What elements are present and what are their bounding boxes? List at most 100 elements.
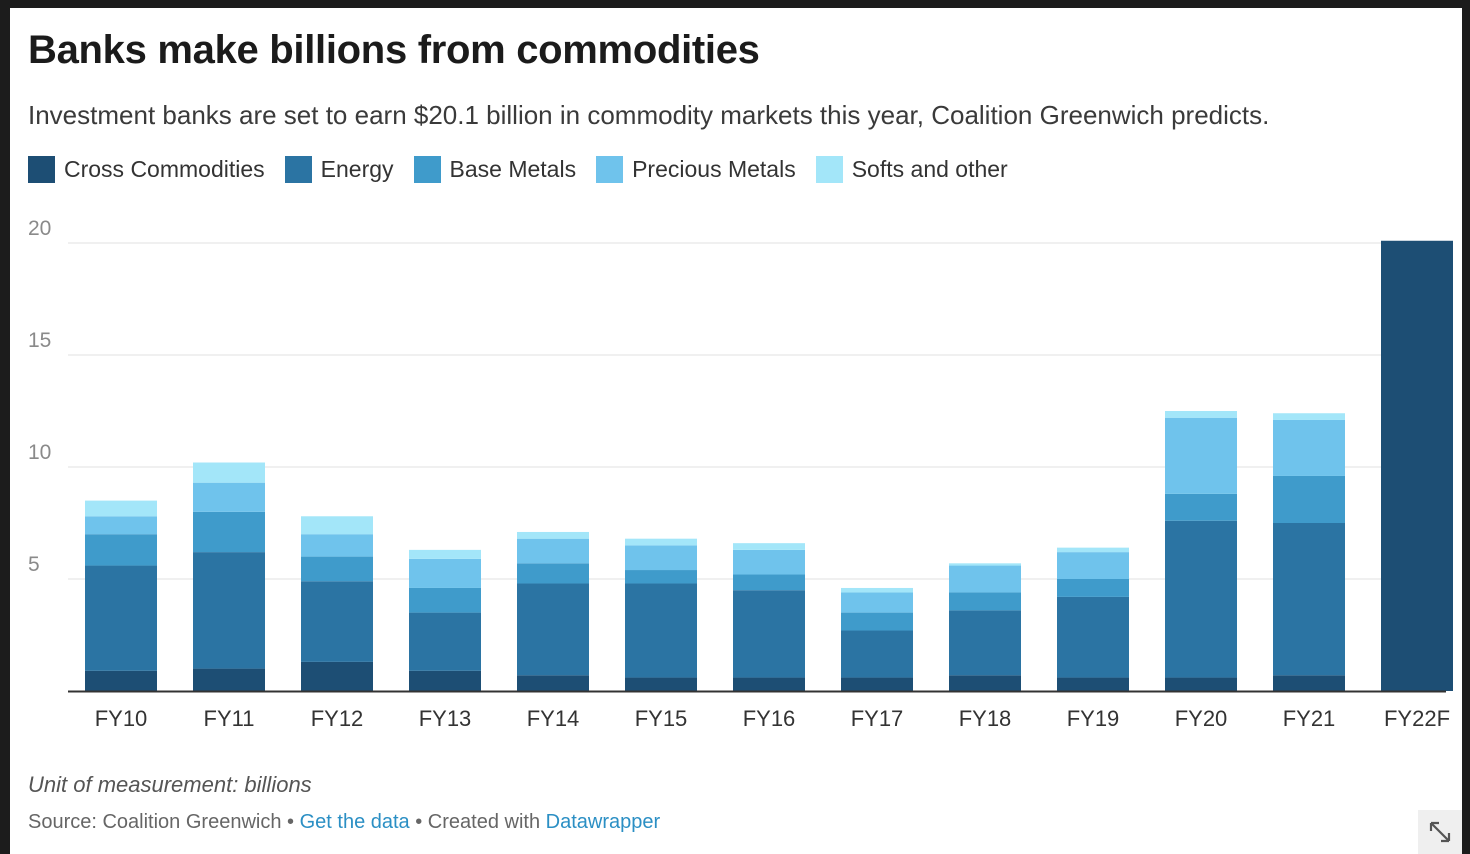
bar-segment — [1273, 675, 1345, 691]
bar-segment — [1165, 520, 1237, 678]
bar-segment — [625, 538, 697, 546]
bar-segment — [85, 534, 157, 566]
bar-segment — [625, 570, 697, 584]
bar-segment — [409, 558, 481, 588]
bar-segment — [301, 516, 373, 535]
bar-segment — [949, 565, 1021, 593]
x-tick-label: FY10 — [95, 706, 148, 731]
x-tick-label: FY11 — [204, 706, 255, 731]
bar-segment — [409, 549, 481, 559]
legend-item: Base Metals — [413, 156, 577, 183]
bar-segment — [409, 670, 481, 691]
legend-swatch — [28, 156, 55, 183]
bar-segment — [733, 590, 805, 678]
bar-segment — [517, 563, 589, 584]
unit-note: Unit of measurement: billions — [28, 772, 312, 797]
bar-segment — [409, 612, 481, 671]
bar-segment — [85, 516, 157, 535]
bar-segment — [733, 677, 805, 691]
bar-segment — [1057, 552, 1129, 579]
bar-segment — [1273, 419, 1345, 476]
x-tick-label: FY18 — [959, 706, 1012, 731]
legend-label: Softs and other — [851, 156, 1008, 182]
bar-segment — [1165, 417, 1237, 494]
bar-segment — [1057, 547, 1129, 553]
x-tick-label: FY12 — [311, 706, 364, 731]
bar-segment — [1273, 475, 1345, 523]
bar-segment — [409, 587, 481, 613]
bar-segment — [85, 670, 157, 691]
created-with-text: Created with — [427, 811, 546, 833]
chart-title: Banks make billions from commodities — [28, 28, 760, 72]
bar-segment — [517, 583, 589, 676]
x-tick-label: FY21 — [1283, 706, 1336, 731]
bar-segment — [733, 574, 805, 591]
bar-segment — [301, 556, 373, 582]
bar-segment — [1165, 411, 1237, 418]
legend-item: Energy — [284, 156, 394, 183]
chart-card: Banks make billions from commodities Inv… — [10, 8, 1462, 854]
x-tick-label: FY20 — [1175, 706, 1228, 731]
bar-segment — [949, 675, 1021, 691]
bar-segment — [517, 531, 589, 539]
x-tick-label: FY19 — [1067, 706, 1120, 731]
bar-segment — [841, 677, 913, 691]
y-tick-label: 5 — [28, 553, 40, 576]
x-tick-label: FY16 — [743, 706, 796, 731]
get-the-data-link[interactable]: Get the data — [299, 811, 410, 833]
separator: • — [281, 811, 300, 833]
bar-segment — [733, 543, 805, 550]
bar-segment — [193, 511, 265, 553]
bar-segment — [949, 563, 1021, 566]
legend-item: Precious Metals — [596, 156, 796, 183]
bar-segment — [949, 610, 1021, 676]
legend-label: Cross Commodities — [64, 156, 265, 182]
legend-swatch — [284, 156, 312, 183]
bar-segment — [1381, 240, 1453, 691]
bar-segment — [1165, 677, 1237, 691]
x-tick-label: FY13 — [419, 706, 472, 731]
legend: Cross Commodities Energy Base Metals Precio… — [28, 156, 1028, 183]
bar-segment — [1273, 523, 1345, 676]
bar-segment — [1057, 677, 1129, 691]
bar-segment — [193, 462, 265, 483]
x-tick-label: FY17 — [851, 706, 904, 731]
bar-segment — [85, 565, 157, 671]
source-text: Source: Coalition Greenwich — [28, 811, 282, 833]
bar-segment — [625, 583, 697, 678]
x-tick-label: FY15 — [635, 706, 688, 731]
legend-item: Softs and other — [815, 156, 1008, 183]
bar-segment — [85, 500, 157, 517]
bar-segment — [841, 630, 913, 678]
x-tick-label: FY22F — [1384, 706, 1450, 731]
legend-swatch — [596, 156, 624, 183]
bar-segment — [1165, 493, 1237, 521]
bar-segment — [1057, 596, 1129, 678]
legend-item: Cross Commodities — [28, 156, 265, 183]
datawrapper-link[interactable]: Datawrapper — [545, 811, 661, 833]
bar-segment — [301, 661, 373, 691]
bar-segment — [1273, 413, 1345, 420]
bar-segment — [517, 675, 589, 691]
bar-segment — [625, 545, 697, 571]
bar-segment — [841, 592, 913, 613]
expand-button[interactable] — [1418, 810, 1462, 854]
chart-subtitle: Investment banks are set to earn $20.1 b… — [28, 100, 1270, 130]
source-line: Source: Coalition Greenwich • Get the da… — [28, 811, 660, 834]
bar-segment — [625, 677, 697, 691]
expand-icon — [1429, 821, 1451, 843]
legend-label: Energy — [320, 156, 394, 182]
y-tick-label: 15 — [28, 329, 51, 352]
bar-segment — [193, 668, 265, 691]
bar-segment — [193, 482, 265, 512]
legend-swatch — [413, 156, 441, 183]
legend-swatch — [815, 156, 843, 183]
y-tick-label: 20 — [28, 217, 51, 240]
bar-segment — [1057, 579, 1129, 597]
separator: • — [409, 811, 428, 833]
legend-label: Base Metals — [449, 156, 577, 182]
bar-segment — [301, 581, 373, 662]
legend-label: Precious Metals — [632, 156, 796, 182]
bar-segment — [301, 534, 373, 557]
x-tick-label: FY14 — [527, 706, 580, 731]
